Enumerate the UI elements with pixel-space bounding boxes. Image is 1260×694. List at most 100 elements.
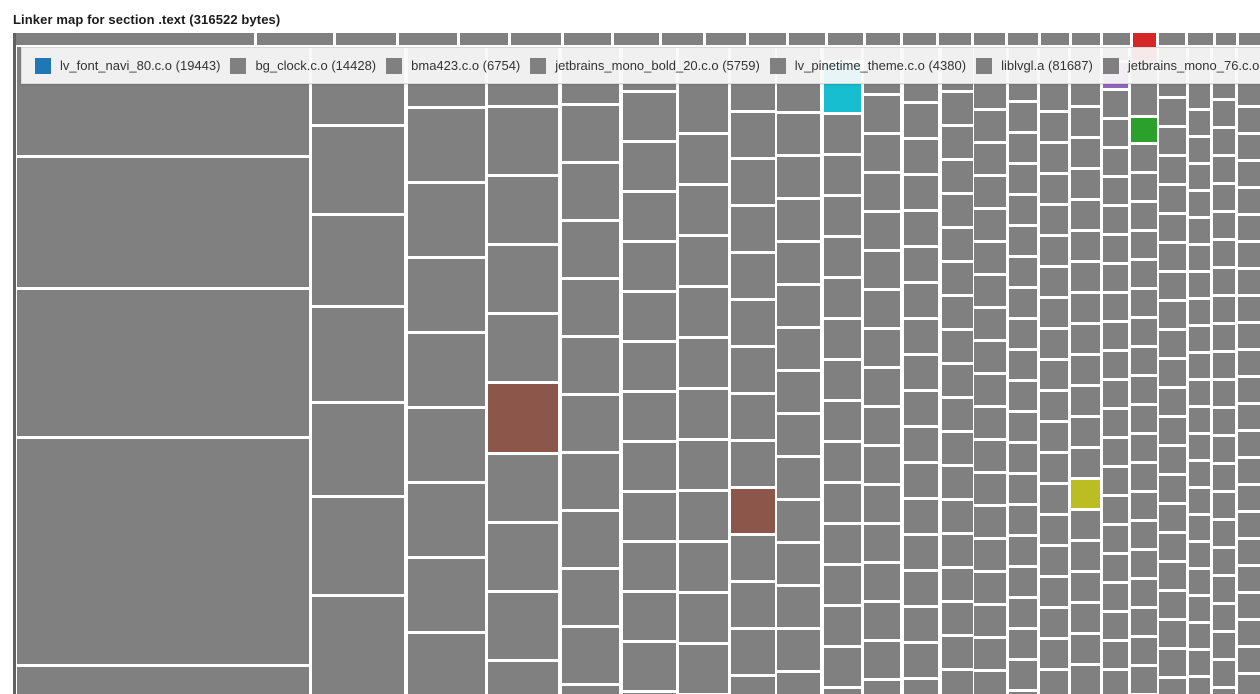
treemap-cell[interactable]: [312, 597, 404, 694]
treemap-cell[interactable]: [942, 229, 973, 260]
treemap-cell[interactable]: [1040, 113, 1068, 141]
treemap-cell[interactable]: [904, 104, 938, 137]
treemap-cell[interactable]: [1071, 511, 1100, 539]
treemap-cell[interactable]: [662, 33, 703, 45]
treemap-cell[interactable]: [824, 607, 861, 645]
treemap-cell[interactable]: [942, 671, 973, 694]
treemap-cell[interactable]: [623, 443, 676, 490]
treemap-cell[interactable]: [1071, 573, 1100, 601]
treemap-cell[interactable]: [312, 404, 404, 495]
treemap-cell[interactable]: [777, 243, 820, 283]
treemap-cell[interactable]: [1238, 135, 1260, 159]
treemap-cell[interactable]: [1040, 609, 1068, 637]
treemap-cell[interactable]: [1238, 594, 1260, 618]
treemap-cell[interactable]: [623, 193, 676, 240]
treemap-cell[interactable]: [1159, 592, 1186, 618]
treemap-cell[interactable]: [679, 594, 728, 642]
treemap-cell[interactable]: [706, 33, 746, 45]
treemap-cell[interactable]: [942, 603, 973, 634]
treemap-cell[interactable]: [1159, 447, 1186, 473]
treemap-cell[interactable]: [1238, 405, 1260, 429]
treemap-cell[interactable]: [1040, 392, 1068, 420]
treemap-cell[interactable]: [562, 686, 619, 694]
treemap-cell[interactable]: [824, 566, 861, 604]
treemap-cell[interactable]: [731, 677, 775, 694]
treemap-cell[interactable]: [1103, 352, 1128, 378]
treemap-cell[interactable]: [623, 393, 676, 440]
treemap-cell[interactable]: [1071, 170, 1100, 198]
treemap-cell[interactable]: [1009, 196, 1037, 224]
treemap-cell[interactable]: [623, 143, 676, 190]
treemap-cell[interactable]: [904, 572, 938, 605]
treemap-cell[interactable]: [1159, 244, 1186, 270]
treemap-cell[interactable]: [1238, 567, 1260, 591]
treemap-cell[interactable]: [1213, 269, 1235, 294]
treemap-cell[interactable]: [614, 33, 659, 45]
treemap-cell[interactable]: [904, 536, 938, 569]
treemap-cell[interactable]: [562, 512, 619, 567]
treemap-cell[interactable]: [1040, 671, 1068, 694]
treemap-cell[interactable]: [1071, 325, 1100, 353]
treemap-cell[interactable]: [1103, 439, 1128, 465]
treemap-cell[interactable]: [1071, 294, 1100, 322]
treemap-cell[interactable]: [974, 507, 1006, 537]
treemap-cell[interactable]: [623, 493, 676, 540]
treemap-cell[interactable]: [1131, 493, 1157, 519]
treemap-cell[interactable]: [1238, 675, 1260, 694]
treemap-cell[interactable]: [1159, 331, 1186, 357]
treemap-cell[interactable]: [511, 33, 561, 45]
treemap-cell[interactable]: [864, 369, 900, 405]
treemap-cell[interactable]: [1071, 387, 1100, 415]
treemap-cell[interactable]: [488, 315, 558, 381]
treemap-cell[interactable]: [1159, 360, 1186, 386]
treemap-cell[interactable]: [1071, 449, 1100, 477]
treemap-cell[interactable]: [1189, 138, 1210, 162]
treemap-cell[interactable]: [904, 464, 938, 497]
treemap-cell[interactable]: [1238, 648, 1260, 672]
treemap-cell[interactable]: [1213, 129, 1235, 154]
treemap-cell[interactable]: [488, 177, 558, 243]
treemap-cell[interactable]: [1040, 423, 1068, 451]
treemap-cell[interactable]: [1131, 261, 1157, 287]
treemap-cell[interactable]: [1189, 651, 1210, 675]
treemap-cell[interactable]: [1040, 237, 1068, 265]
treemap-cell[interactable]: [824, 115, 861, 153]
treemap-cell[interactable]: [731, 442, 775, 486]
treemap-cell[interactable]: [1238, 243, 1260, 267]
treemap-cell[interactable]: [1040, 516, 1068, 544]
treemap-cell[interactable]: [777, 114, 820, 154]
treemap-cell[interactable]: [1009, 227, 1037, 255]
treemap-cell[interactable]: [1213, 325, 1235, 350]
treemap-cell[interactable]: [1103, 468, 1128, 494]
treemap-cell[interactable]: [974, 441, 1006, 471]
treemap-cell[interactable]: [942, 569, 973, 600]
treemap-cell[interactable]: [824, 648, 861, 686]
treemap-cell[interactable]: [974, 474, 1006, 504]
treemap-cell[interactable]: [408, 409, 485, 481]
treemap-cell[interactable]: [864, 486, 900, 522]
treemap-cell[interactable]: [777, 587, 820, 627]
treemap-cell[interactable]: [1159, 534, 1186, 560]
treemap-cell[interactable]: [1072, 33, 1100, 45]
treemap-cell[interactable]: [562, 222, 619, 277]
treemap-cell[interactable]: [1009, 475, 1037, 503]
treemap-cell[interactable]: [1159, 215, 1186, 241]
treemap-cell[interactable]: [1159, 273, 1186, 299]
treemap-cell[interactable]: [974, 540, 1006, 570]
treemap-cell[interactable]: [1103, 265, 1128, 291]
treemap-cell[interactable]: [1040, 485, 1068, 513]
treemap-cell[interactable]: [488, 455, 558, 521]
treemap-cell[interactable]: [17, 158, 309, 287]
treemap-cell[interactable]: [1071, 666, 1100, 694]
treemap-cell[interactable]: [1009, 103, 1037, 131]
treemap-cell[interactable]: [904, 644, 938, 677]
treemap-cell[interactable]: [942, 501, 973, 532]
treemap-cell[interactable]: [1159, 418, 1186, 444]
treemap-cell[interactable]: [1103, 323, 1128, 349]
treemap-cell[interactable]: [1131, 145, 1157, 171]
treemap-cell[interactable]: [1009, 382, 1037, 410]
treemap-cell[interactable]: [1159, 99, 1186, 125]
treemap-cell[interactable]: [942, 365, 973, 396]
treemap-cell[interactable]: [864, 603, 900, 639]
treemap-cell[interactable]: [1071, 139, 1100, 167]
